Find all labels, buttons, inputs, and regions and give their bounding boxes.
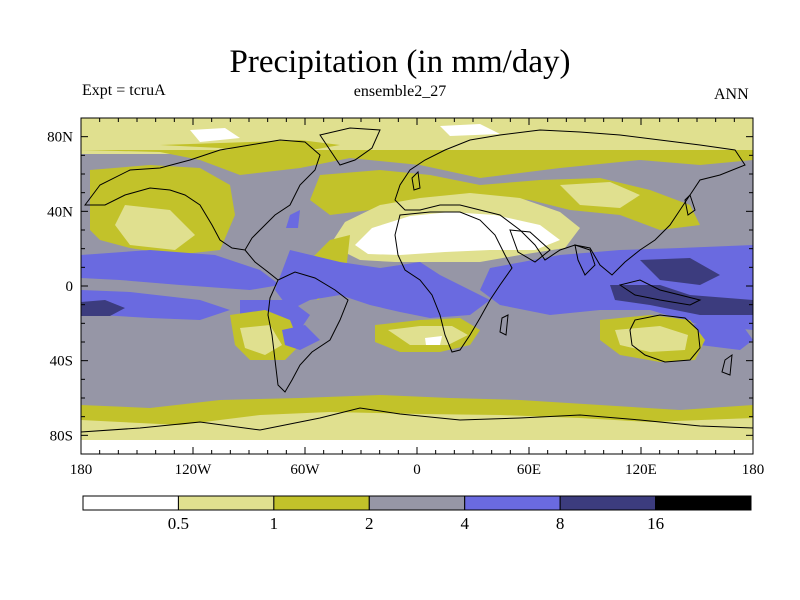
colorbar-swatch [82, 495, 179, 511]
warm-pool-dark-2 [610, 285, 753, 315]
s-atlantic-light [388, 326, 468, 345]
coastline-japan [684, 194, 696, 216]
colorbar-label: 8 [556, 514, 565, 533]
axis-ticks [80, 117, 754, 455]
coastlines [81, 127, 753, 433]
coastline-central-america [244, 249, 279, 281]
n-pacific-light [115, 205, 195, 250]
coastline-india [574, 244, 596, 276]
coastline-antarctica [81, 407, 753, 433]
axis-tick-labels: 180 120W 60W 0 60E 120E 180 80N 40N 0 40S 80S [47, 130, 764, 478]
arctic-band-yellow [81, 150, 753, 178]
colorbar-swatch [464, 495, 561, 511]
precip-field [81, 118, 753, 454]
atlantic-africa-blue [275, 250, 490, 318]
itcz-pacific-blue [81, 250, 280, 290]
y-tick-label: 80N [47, 130, 73, 146]
sahara-dry [355, 212, 560, 255]
pacific-dark-blue [81, 300, 125, 316]
x-tick-label: 180 [70, 462, 93, 478]
coastline-madagascar [499, 314, 509, 336]
x-tick-label: 180 [742, 462, 765, 478]
coastline-arabia [509, 229, 551, 263]
experiment-label: Expt = tcruA [82, 82, 166, 99]
coastline-greenland [319, 127, 381, 166]
arctic-dry-patch [190, 128, 240, 142]
colorbar-swatch [368, 495, 466, 511]
x-tick-label: 0 [413, 462, 421, 478]
colorbar-label: 4 [460, 514, 469, 533]
ensemble-label: ensemble2_27 [353, 83, 447, 100]
y-tick-label: 40N [47, 204, 73, 220]
coastline-africa [394, 211, 513, 353]
coastline-south-america [267, 271, 349, 393]
period-label: ANN [714, 86, 749, 103]
colorbar-swatch [273, 495, 370, 511]
warm-pool-dark-1 [640, 258, 720, 285]
colorbar: 0.5 1 2 4 8 16 [82, 495, 752, 533]
namib-dry [425, 336, 442, 345]
spcz-east-blue [81, 290, 230, 320]
colorbar-label: 16 [647, 514, 664, 533]
gulf-stream-blue [286, 210, 300, 228]
map-title: Precipitation (in mm/day) [229, 44, 571, 80]
colorbar-swatch [559, 495, 657, 511]
coastline-north-america [84, 139, 321, 251]
coastline-uk [411, 170, 421, 191]
colorbar-label: 0.5 [168, 514, 189, 533]
y-tick-label: 80S [50, 428, 73, 444]
y-tick-label: 40S [50, 354, 73, 370]
x-tick-label: 60E [517, 462, 541, 478]
x-tick-label: 120E [625, 462, 657, 478]
colorbar-swatch [655, 495, 752, 511]
arctic-band-canada [160, 140, 340, 155]
arctic-dry-patch-2 [440, 124, 500, 136]
coastline-eurasia [394, 129, 746, 276]
y-tick-label: 0 [66, 279, 74, 295]
x-tick-label: 60W [290, 462, 320, 478]
coastline-australia [629, 314, 701, 363]
central-asia-light [560, 182, 640, 208]
x-tick-label: 120W [175, 462, 213, 478]
colorbar-label: 1 [270, 514, 279, 533]
se-brazil-blue [282, 325, 320, 350]
coastline-indonesia [618, 279, 702, 306]
coastline-new-zealand [721, 353, 733, 376]
colorbar-label: 2 [365, 514, 374, 533]
colorbar-swatch [177, 495, 275, 511]
